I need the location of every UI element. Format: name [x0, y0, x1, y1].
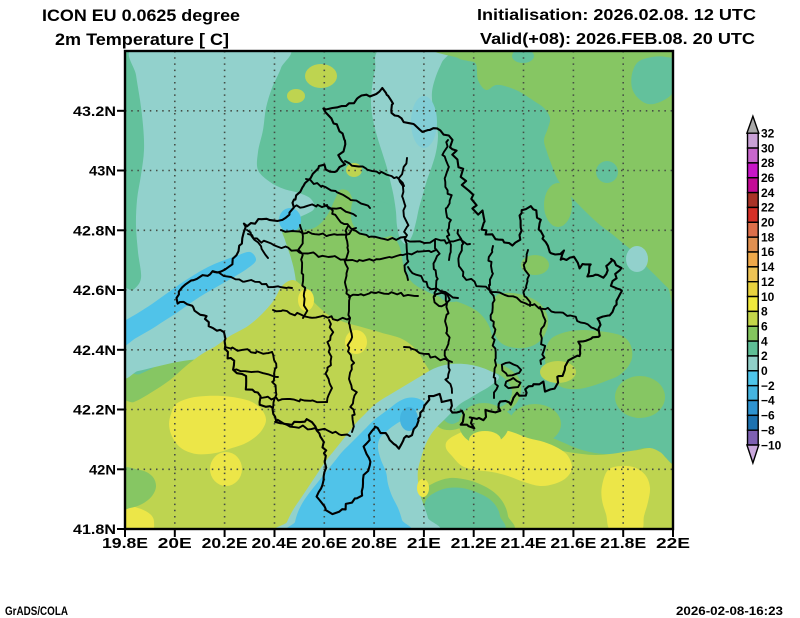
svg-text:14: 14: [761, 260, 775, 274]
svg-text:20.4E: 20.4E: [252, 535, 298, 552]
svg-text:2026-02-08-16:23: 2026-02-08-16:23: [676, 606, 783, 618]
svg-text:22: 22: [761, 201, 775, 215]
svg-text:24: 24: [761, 186, 775, 200]
svg-text:0: 0: [761, 364, 768, 378]
svg-text:21.4E: 21.4E: [501, 535, 547, 552]
svg-text:2m Temperature [ C]: 2m Temperature [ C]: [55, 31, 229, 49]
svg-text:20.8E: 20.8E: [351, 535, 397, 552]
svg-text:22E: 22E: [656, 535, 690, 552]
svg-text:42.6N: 42.6N: [73, 283, 116, 298]
svg-text:28: 28: [761, 156, 775, 170]
svg-text:−8: −8: [761, 423, 775, 437]
svg-text:12: 12: [761, 275, 775, 289]
svg-text:42N: 42N: [89, 462, 116, 477]
svg-text:16: 16: [761, 245, 775, 259]
svg-text:Initialisation: 2026.02.08. 12: Initialisation: 2026.02.08. 12 UTC: [477, 7, 756, 24]
svg-text:42.8N: 42.8N: [73, 223, 116, 238]
svg-text:−4: −4: [761, 394, 775, 408]
svg-text:−6: −6: [761, 409, 775, 423]
svg-text:21.2E: 21.2E: [451, 535, 497, 552]
svg-text:43N: 43N: [89, 164, 116, 179]
svg-text:42.2N: 42.2N: [73, 403, 116, 418]
svg-text:6: 6: [761, 319, 768, 333]
svg-text:32: 32: [761, 126, 775, 140]
svg-text:20: 20: [761, 216, 775, 230]
svg-text:GrADS/COLA: GrADS/COLA: [5, 606, 68, 618]
svg-text:21.8E: 21.8E: [600, 535, 646, 552]
svg-text:Valid(+08): 2026.FEB.08. 20 UT: Valid(+08): 2026.FEB.08. 20 UTC: [480, 31, 755, 48]
svg-text:30: 30: [761, 141, 775, 155]
svg-text:42.4N: 42.4N: [73, 343, 116, 358]
svg-text:4: 4: [761, 334, 768, 348]
svg-text:8: 8: [761, 305, 768, 319]
svg-text:20.2E: 20.2E: [202, 535, 248, 552]
svg-text:20.6E: 20.6E: [301, 535, 347, 552]
svg-text:26: 26: [761, 171, 775, 185]
svg-text:20E: 20E: [158, 535, 192, 552]
svg-text:2: 2: [761, 349, 768, 363]
svg-text:ICON EU 0.0625 degree: ICON EU 0.0625 degree: [42, 7, 240, 25]
svg-text:41.8N: 41.8N: [73, 522, 116, 537]
svg-text:−10: −10: [761, 438, 782, 452]
svg-text:19.8E: 19.8E: [102, 535, 148, 552]
svg-text:10: 10: [761, 290, 775, 304]
svg-text:−2: −2: [761, 379, 775, 393]
svg-text:18: 18: [761, 230, 775, 244]
svg-text:21E: 21E: [407, 535, 441, 552]
svg-text:43.2N: 43.2N: [73, 104, 116, 119]
svg-text:21.6E: 21.6E: [550, 535, 596, 552]
